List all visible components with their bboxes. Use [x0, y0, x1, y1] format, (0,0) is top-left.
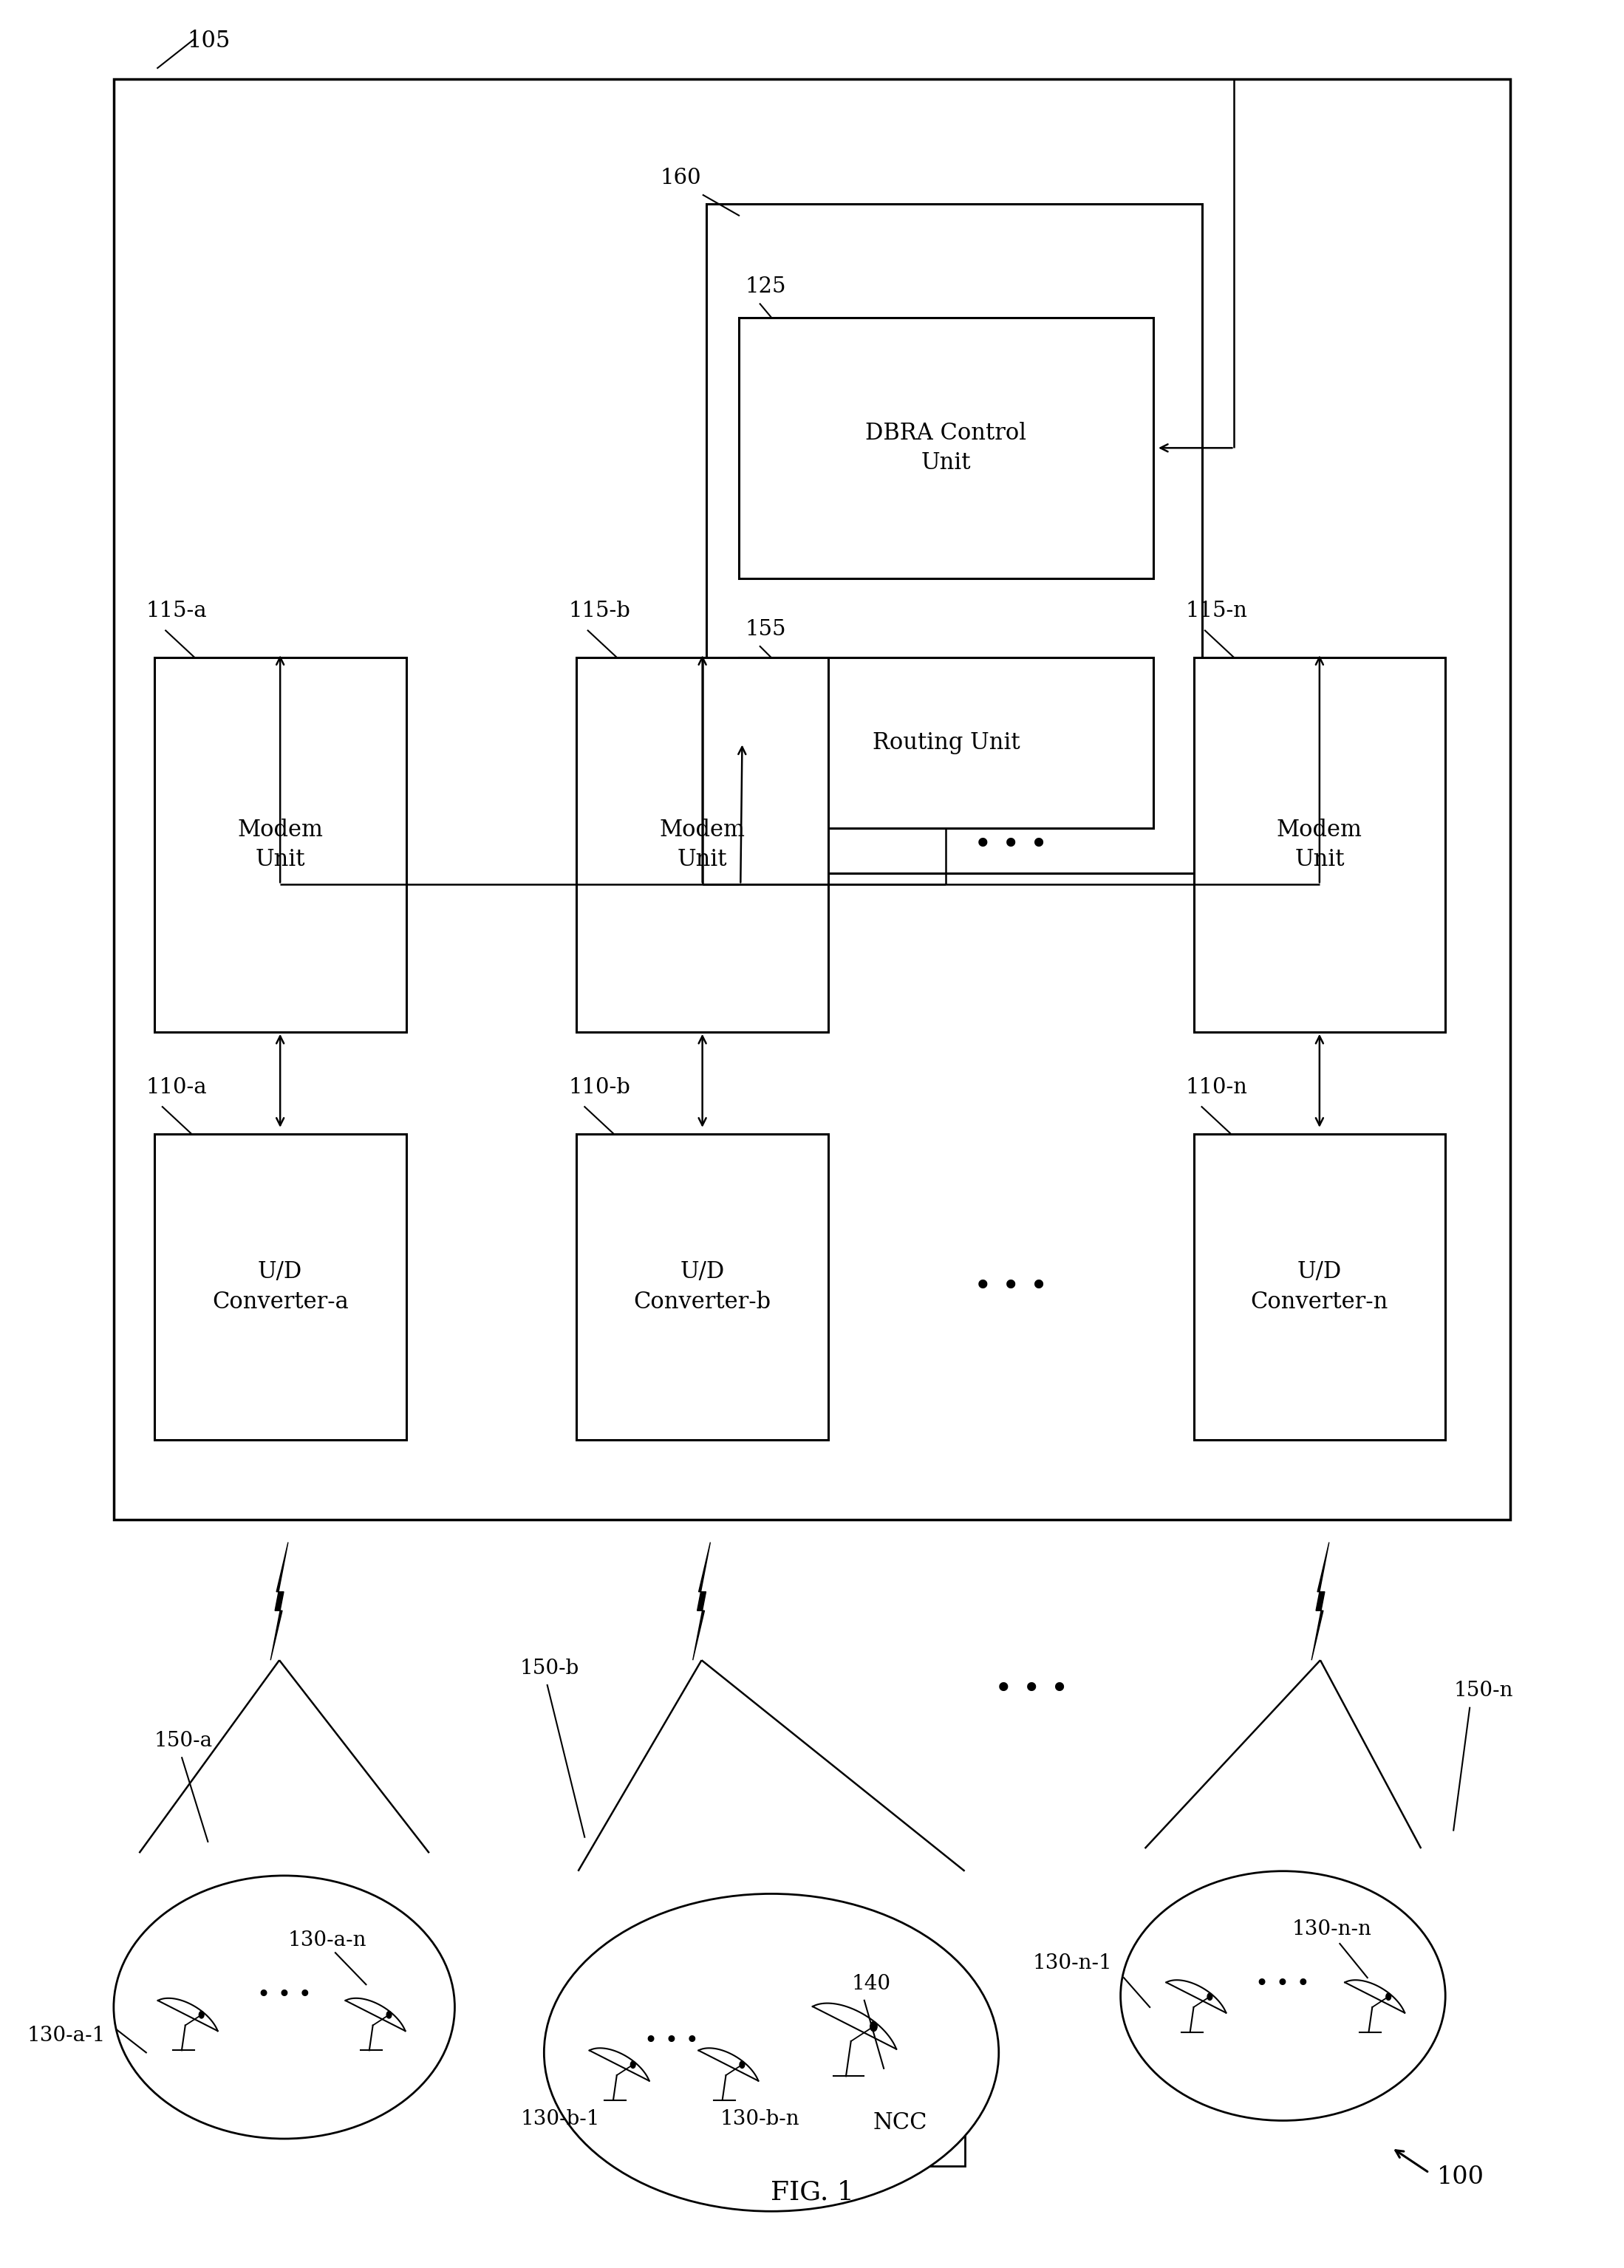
Bar — [1194, 658, 1445, 1032]
Text: • • •: • • • — [1255, 1973, 1311, 1996]
Text: 110-b: 110-b — [568, 1077, 630, 1098]
Bar — [739, 318, 1153, 578]
Text: • • •: • • • — [994, 1674, 1069, 1706]
Polygon shape — [693, 1542, 710, 1660]
Circle shape — [870, 2021, 877, 2032]
Text: 115-n: 115-n — [1186, 601, 1247, 621]
Text: • • •: • • • — [645, 2030, 698, 2053]
Circle shape — [1385, 1994, 1392, 2000]
Text: 130-n-1: 130-n-1 — [1033, 1953, 1112, 1973]
Bar — [154, 1134, 406, 1440]
Bar — [577, 1134, 828, 1440]
Text: 140: 140 — [851, 1973, 890, 1994]
Text: 150-n: 150-n — [1453, 1681, 1514, 1701]
Bar — [114, 79, 1510, 1520]
Polygon shape — [271, 1542, 287, 1660]
Text: 150-b: 150-b — [520, 1658, 580, 1678]
Text: Routing Unit: Routing Unit — [872, 730, 1020, 755]
Text: 130-a-1: 130-a-1 — [28, 2025, 106, 2046]
Polygon shape — [1312, 1542, 1328, 1660]
Ellipse shape — [1121, 1871, 1445, 2121]
Text: • • •: • • • — [974, 830, 1047, 860]
Text: DBRA Control
Unit: DBRA Control Unit — [866, 422, 1026, 474]
Bar — [577, 658, 828, 1032]
Text: 130-b-n: 130-b-n — [721, 2109, 799, 2130]
Text: 130-n-n: 130-n-n — [1291, 1919, 1372, 1939]
Bar — [835, 2080, 965, 2166]
Text: FIG. 1: FIG. 1 — [770, 2180, 854, 2204]
Text: 115-a: 115-a — [146, 601, 208, 621]
Ellipse shape — [544, 1894, 999, 2211]
Bar — [154, 658, 406, 1032]
Text: NCC: NCC — [872, 2112, 927, 2134]
Text: 110-n: 110-n — [1186, 1077, 1247, 1098]
Text: Modem
Unit: Modem Unit — [1276, 819, 1363, 871]
Text: 110-a: 110-a — [146, 1077, 208, 1098]
Text: U/D
Converter-n: U/D Converter-n — [1250, 1261, 1389, 1313]
Bar — [1194, 1134, 1445, 1440]
Text: Modem
Unit: Modem Unit — [237, 819, 323, 871]
Bar — [739, 658, 1153, 828]
Circle shape — [630, 2062, 635, 2068]
Text: • • •: • • • — [974, 1272, 1047, 1302]
Text: 105: 105 — [187, 29, 231, 52]
Text: 130-b-1: 130-b-1 — [521, 2109, 599, 2130]
Text: 155: 155 — [745, 619, 786, 640]
Bar — [706, 204, 1202, 873]
Text: • • •: • • • — [257, 1984, 312, 2007]
Text: Modem
Unit: Modem Unit — [659, 819, 745, 871]
Circle shape — [200, 2012, 205, 2019]
Circle shape — [387, 2012, 391, 2019]
Text: 100: 100 — [1437, 2166, 1484, 2189]
Text: 115-b: 115-b — [568, 601, 630, 621]
Circle shape — [739, 2062, 745, 2068]
Text: 160: 160 — [661, 168, 702, 188]
Circle shape — [1207, 1994, 1213, 2000]
Text: U/D
Converter-a: U/D Converter-a — [211, 1261, 349, 1313]
Text: 150-a: 150-a — [154, 1730, 213, 1751]
Text: 130-a-n: 130-a-n — [287, 1930, 365, 1950]
Ellipse shape — [114, 1876, 455, 2139]
Text: U/D
Converter-b: U/D Converter-b — [633, 1261, 771, 1313]
Text: 125: 125 — [745, 277, 786, 297]
